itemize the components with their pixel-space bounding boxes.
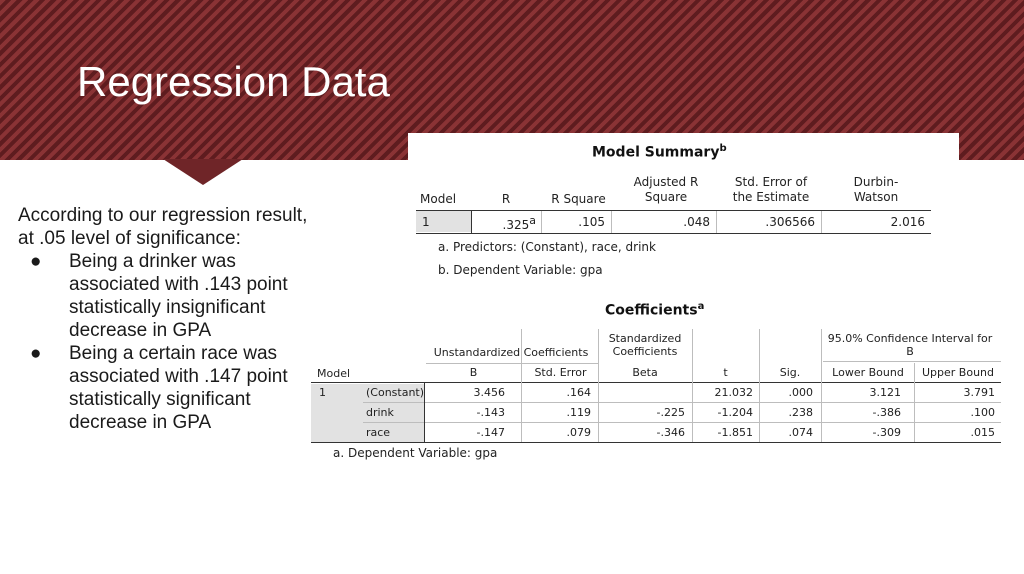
row-divider: [471, 211, 472, 233]
col-divider: [821, 211, 822, 233]
row-header-shade: [311, 384, 424, 442]
cell-upper: .100: [970, 406, 996, 419]
cell-r: .325a: [502, 214, 536, 232]
col-header-r: R: [501, 192, 511, 206]
cell-upper: .015: [970, 426, 996, 439]
row-divider: [424, 383, 425, 442]
col-divider: [611, 211, 612, 233]
cell-b: -.143: [476, 406, 505, 419]
banner-pointer: [163, 159, 243, 185]
bottom-rule: [311, 442, 1001, 443]
subheader-rule: [823, 361, 1001, 362]
title-banner: [0, 0, 1024, 160]
col-header-ci-1: 95.0% Confidence Interval for: [827, 332, 993, 345]
cell-t: 21.032: [714, 386, 754, 399]
row-label-drink: drink: [366, 406, 394, 419]
col-header-r-square: R Square: [551, 192, 606, 206]
col-header-model: Model: [317, 367, 351, 380]
cell-std-error: .119: [566, 406, 592, 419]
row-rule: [363, 422, 1001, 423]
model-summary-table: Model Summaryb Model R R Square Adjusted…: [408, 133, 959, 282]
col-header-durbin-1: Durbin-: [853, 175, 899, 189]
col-header-model: Model: [420, 192, 457, 206]
col-divider: [541, 211, 542, 233]
cell-lower: -.309: [872, 426, 901, 439]
cell-lower: -.386: [872, 406, 901, 419]
col-header-sig: Sig.: [779, 366, 801, 379]
cell-beta: -.346: [656, 426, 685, 439]
col-header-standardized-1: Standardized: [608, 332, 682, 345]
coefficients-title: Coefficientsa: [605, 301, 705, 319]
row-label-constant: (Constant): [366, 386, 425, 399]
col-header-adj-r-square-2: Square: [644, 190, 688, 204]
col-divider: [521, 329, 522, 442]
col-header-adj-r-square-1: Adjusted R: [633, 175, 699, 189]
cell-b: 3.456: [473, 386, 506, 399]
col-header-t: t: [723, 366, 728, 379]
col-header-beta: Beta: [632, 366, 658, 379]
findings-text: According to our regression result, at .…: [18, 204, 308, 434]
footnote-dependent: b. Dependent Variable: gpa: [438, 263, 603, 277]
col-divider: [759, 329, 760, 442]
slide-title: Regression Data: [77, 58, 390, 105]
cell-adj-r-square: .048: [683, 215, 710, 229]
cell-lower: 3.121: [869, 386, 902, 399]
coefficients-table: Coefficientsa Model Unstandardized Coeff…: [311, 297, 1018, 467]
cell-sig: .000: [788, 386, 814, 399]
col-header-unstandardized: Unstandardized Coefficients: [433, 346, 589, 359]
col-divider: [716, 211, 717, 233]
cell-upper: 3.791: [963, 386, 996, 399]
col-divider: [821, 329, 822, 442]
col-divider: [692, 329, 693, 442]
col-header-std-error: Std. Error: [534, 366, 587, 379]
col-header-durbin-2: Watson: [853, 190, 899, 204]
col-header-ci-2: B: [906, 345, 914, 358]
row-model: 1: [422, 215, 430, 229]
cell-sig: .074: [788, 426, 814, 439]
row-rule: [363, 402, 1001, 403]
row-label-race: race: [366, 426, 391, 439]
footnote-dependent: a. Dependent Variable: gpa: [333, 446, 498, 460]
header-rule: [416, 210, 931, 211]
col-header-upper: Upper Bound: [921, 366, 994, 379]
cell-t: -1.851: [717, 426, 753, 439]
model-summary-title: Model Summaryb: [592, 143, 727, 161]
header-rule: [311, 382, 1001, 383]
col-header-b: B: [469, 366, 478, 379]
cell-t: -1.204: [717, 406, 753, 419]
bottom-rule: [416, 233, 931, 234]
cell-beta: -.225: [656, 406, 685, 419]
subheader-rule: [426, 363, 598, 364]
col-header-std-error-1: Std. Error of: [734, 175, 808, 189]
intro-text: According to our regression result, at .…: [18, 205, 308, 249]
row-header-shade: [416, 211, 471, 232]
cell-std-error: .079: [566, 426, 592, 439]
cell-b: -.147: [476, 426, 505, 439]
cell-std-error: .164: [566, 386, 592, 399]
finding-text: Being a drinker was associated with .143…: [69, 251, 288, 341]
finding-item: ● Being a certain race was associated wit…: [18, 342, 308, 434]
col-header-std-error-2: the Estimate: [732, 190, 810, 204]
finding-item: ● Being a drinker was associated with .14…: [18, 250, 308, 342]
cell-durbin-watson: 2.016: [890, 215, 925, 229]
col-header-standardized-2: Coefficients: [612, 345, 678, 358]
footnote-predictors: a. Predictors: (Constant), race, drink: [438, 240, 656, 254]
col-divider: [914, 363, 915, 442]
model-number: 1: [319, 386, 326, 399]
finding-text: Being a certain race was associated with…: [69, 343, 288, 433]
cell-sig: .238: [788, 406, 814, 419]
col-header-lower: Lower Bound: [832, 366, 904, 379]
col-divider: [598, 329, 599, 442]
findings-list: ● Being a drinker was associated with .14…: [18, 250, 308, 434]
cell-std-error: .306566: [765, 215, 815, 229]
bullet-icon: ●: [30, 343, 42, 364]
cell-r-square: .105: [578, 215, 605, 229]
bullet-icon: ●: [30, 251, 42, 272]
